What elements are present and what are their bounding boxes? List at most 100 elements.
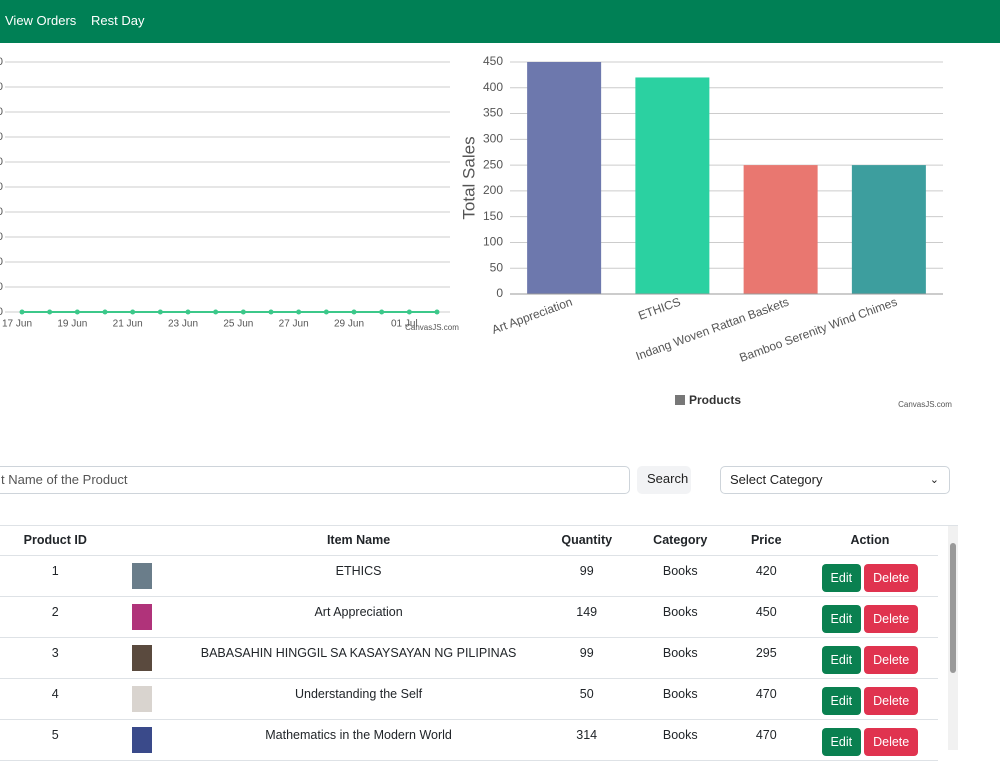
y-tick-label: 300 [483, 132, 503, 146]
x-tick-label: ETHICS [636, 295, 682, 323]
y-tick-label: 150 [483, 209, 503, 223]
bar [635, 77, 710, 294]
y-tick-label: 0 [0, 306, 3, 318]
delete-button[interactable]: Delete [864, 728, 919, 756]
products-table: Product ID Item Name Quantity Category Price… [0, 525, 938, 761]
table-cell: Understanding the Self [173, 678, 544, 720]
column-header: Product ID [0, 525, 111, 556]
x-tick-label: 19 Jun [57, 319, 87, 330]
x-tick-label: 25 Jun [223, 319, 253, 330]
delete-button[interactable]: Delete [864, 564, 919, 592]
table-row: 1 ETHICS 99 Books 420 Edit Delete [0, 555, 938, 597]
point [268, 309, 274, 315]
y-tick-label: 70 [0, 131, 3, 143]
point [102, 309, 108, 315]
nav-link[interactable]: View Orders [5, 13, 77, 28]
nav-link[interactable]: Rest Day [91, 13, 145, 28]
table-row: 3 BABASAHIN HINGGIL SA KASAYSAYAN NG PILI… [0, 637, 938, 679]
table-cell: 99 [543, 637, 630, 679]
table-cell: 3 [0, 637, 111, 679]
table-cell: 420 [730, 555, 802, 597]
table-cell: Books [629, 555, 731, 597]
action-cell: Edit Delete [801, 596, 938, 638]
chevron: ⌄ [929, 474, 939, 486]
edit-button[interactable]: Edit [821, 728, 862, 756]
point [185, 309, 191, 315]
y-axis-title: Total Sales [459, 136, 478, 219]
action-cell: Edit Delete [801, 637, 938, 679]
table-cell: BABASAHIN HINGGIL SA KASAYSAYAN NG PILIP… [173, 637, 544, 679]
edit-button[interactable]: Edit [821, 646, 862, 674]
y-tick-label: 100 [483, 235, 503, 249]
y-tick-label: 30 [0, 231, 3, 243]
column-header: Quantity [543, 525, 630, 556]
search-button[interactable]: Search [637, 466, 691, 494]
y-tick-label: 450 [483, 54, 503, 68]
y-tick-label: 60 [0, 156, 3, 168]
table-cell: 470 [730, 678, 802, 720]
point [406, 309, 412, 315]
legend-swatch [675, 395, 685, 405]
point [323, 309, 329, 315]
search-input[interactable]: t Name of the Product [0, 466, 630, 494]
charts: 0 10 20 30 40 50 60 70 80 90 100 17 Jun 19 Jun 21 Jun… [0, 54, 952, 409]
edit-button[interactable]: Edit [821, 605, 862, 633]
x-tick-label: 29 Jun [334, 319, 364, 330]
column-header: Price [730, 525, 802, 556]
table-cell: 50 [543, 678, 630, 720]
image-cell [110, 596, 174, 638]
edit-button[interactable]: Edit [821, 687, 862, 715]
table-cell: 5 [0, 719, 111, 761]
x-tick-label: Art Appreciation [490, 295, 574, 337]
column-header: Item Name [173, 525, 544, 556]
point [379, 309, 385, 315]
table-cell: 99 [543, 555, 630, 597]
y-tick-label: 80 [0, 106, 3, 118]
thumbnail [132, 645, 153, 671]
bar [527, 62, 602, 294]
point [74, 309, 80, 315]
column-header: Action [801, 525, 938, 556]
table-cell: Books [629, 678, 731, 720]
table-cell: Art Appreciation [173, 596, 544, 638]
point [434, 309, 440, 315]
point [351, 309, 357, 315]
image-cell [110, 719, 174, 761]
edit-button[interactable]: Edit [821, 564, 862, 592]
x-tick-label: 23 Jun [168, 319, 198, 330]
y-tick-label: 50 [490, 260, 504, 274]
action-cell: Edit Delete [801, 678, 938, 720]
y-tick-label: 0 [496, 286, 503, 300]
table-cell: Mathematics in the Modern World [173, 719, 544, 761]
y-tick-label: 350 [483, 106, 503, 120]
table-cell: ETHICS [173, 555, 544, 597]
delete-button[interactable]: Delete [864, 605, 919, 633]
y-tick-label: 100 [0, 56, 3, 68]
y-tick-label: 50 [0, 181, 3, 193]
table-cell: 1 [0, 555, 111, 597]
point [240, 309, 246, 315]
thumbnail [132, 604, 153, 630]
table-cell: 4 [0, 678, 111, 720]
point [19, 309, 25, 315]
credit: CanvasJS.com [898, 400, 952, 409]
thumbnail [132, 686, 153, 712]
action-cell: Edit Delete [801, 555, 938, 597]
table-row: 4 Understanding the Self 50 Books 470 Edit Del… [0, 678, 938, 720]
scroll-thumb[interactable] [950, 543, 956, 673]
category-select[interactable]: Select Category ⌄ [720, 466, 950, 494]
table-row: 5 Mathematics in the Modern World 314 Books… [0, 719, 938, 761]
delete-button[interactable]: Delete [864, 646, 919, 674]
y-tick-label: 40 [0, 206, 3, 218]
column-header: Category [629, 525, 731, 556]
point [157, 309, 163, 315]
table-cell: 450 [730, 596, 802, 638]
y-tick-label: 200 [483, 183, 503, 197]
table-cell: Books [629, 637, 731, 679]
bar [851, 165, 926, 294]
table-row: 2 Art Appreciation 149 Books 450 Edit Delete [0, 596, 938, 638]
thumbnail [132, 563, 153, 589]
y-tick-label: 400 [483, 80, 503, 94]
delete-button[interactable]: Delete [864, 687, 919, 715]
